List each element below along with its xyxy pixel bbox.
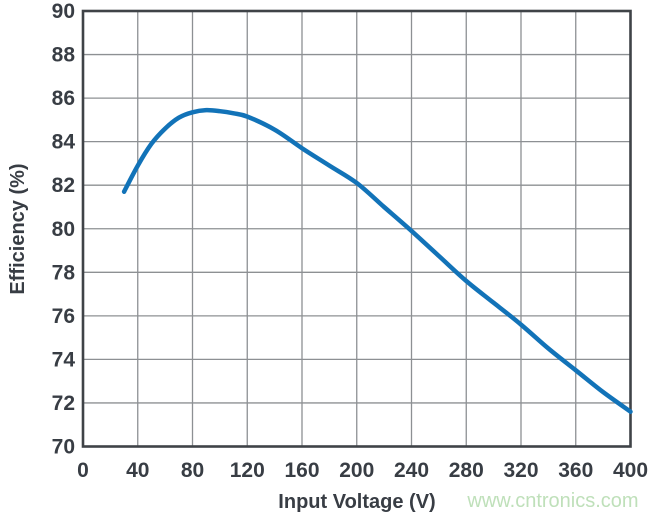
x-axis-title: Input Voltage (V): [278, 491, 435, 513]
grid-lines: [83, 11, 631, 447]
efficiency-curve: [121, 107, 633, 414]
x-tick-label: 80: [181, 459, 204, 482]
x-tick-label: 280: [449, 459, 484, 482]
y-tick-label: 84: [52, 131, 76, 154]
y-tick-label: 82: [52, 174, 75, 197]
y-tick-label: 70: [52, 436, 75, 459]
y-tick-label: 80: [52, 218, 75, 241]
plot-border: [81, 9, 632, 448]
x-tick-label: 200: [339, 459, 374, 482]
y-tick-label: 74: [52, 348, 76, 371]
y-tick-label: 72: [52, 392, 75, 415]
y-tick-label: 76: [52, 305, 75, 328]
x-tick-label: 120: [230, 459, 265, 482]
y-axis-tick-labels: 70 72 74 76 78 80 82 84 86 88 90: [52, 0, 76, 459]
x-tick-label: 240: [394, 459, 429, 482]
x-tick-label: 0: [77, 459, 89, 482]
watermark-text: www.cntronics.com: [466, 490, 638, 512]
x-tick-label: 360: [558, 459, 593, 482]
x-tick-label: 160: [284, 459, 319, 482]
x-tick-label: 40: [126, 459, 149, 482]
y-axis-title: Efficiency (%): [7, 163, 29, 294]
y-tick-label: 88: [52, 44, 76, 67]
y-tick-label: 78: [52, 261, 76, 284]
x-axis-tick-labels: 0 40 80 120 160 200 240 280 320 360 400: [77, 459, 648, 482]
x-tick-label: 400: [613, 459, 648, 482]
x-tick-label: 320: [503, 459, 538, 482]
y-tick-label: 86: [52, 87, 75, 110]
y-tick-label: 90: [52, 0, 75, 23]
